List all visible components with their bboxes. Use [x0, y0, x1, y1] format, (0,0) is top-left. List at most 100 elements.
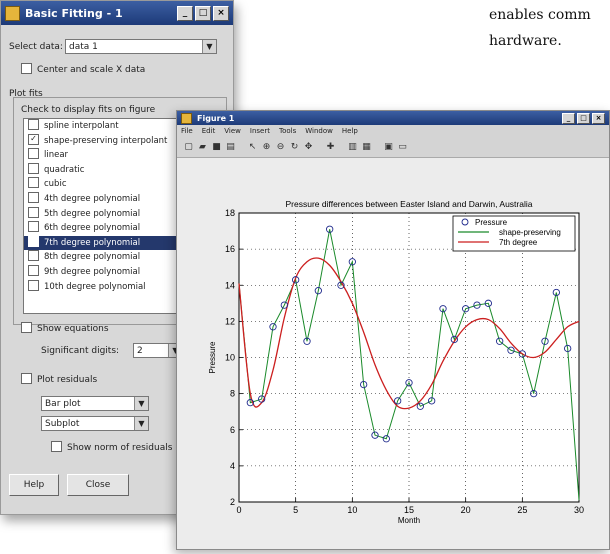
toolbar-separator — [339, 142, 344, 153]
x-tick-label: 5 — [293, 505, 298, 515]
minimize-icon[interactable]: _ — [562, 112, 575, 124]
show-equations-checkbox[interactable]: Show equations — [21, 322, 109, 334]
data-point — [371, 431, 379, 439]
checkbox-icon — [21, 322, 32, 333]
fit-option[interactable]: 5th degree polynomial — [24, 206, 214, 222]
minimize-icon[interactable]: _ — [177, 5, 193, 21]
fit-option-label: shape-preserving interpolant — [44, 135, 168, 146]
menu-help[interactable]: Help — [341, 127, 358, 135]
fit-option-label: 7th degree polynomial — [44, 237, 141, 248]
pan-icon[interactable]: ✥ — [304, 142, 313, 152]
legend-marker — [461, 218, 469, 226]
toolbar-separator — [239, 142, 244, 153]
save-icon[interactable]: ■ — [212, 142, 221, 152]
plot-residuals-checkbox[interactable]: Plot residuals — [21, 373, 97, 385]
x-tick-label: 15 — [404, 505, 414, 515]
maximize-icon[interactable]: □ — [195, 5, 211, 21]
menu-edit[interactable]: Edit — [201, 127, 216, 135]
center-scale-label: Center and scale X data — [37, 65, 146, 75]
fit-option[interactable]: cubic — [24, 177, 214, 192]
menu-view[interactable]: View — [224, 127, 241, 135]
show-norm-checkbox[interactable]: Show norm of residuals — [51, 441, 172, 453]
data-point — [360, 380, 368, 389]
checkbox-icon — [51, 441, 62, 452]
data-cursor-icon[interactable]: ✚ — [326, 142, 335, 152]
data-point — [382, 435, 390, 443]
data-point — [280, 301, 288, 309]
fit-option-label: 10th degree polynomial — [44, 281, 146, 292]
data-point — [303, 337, 311, 345]
pointer-icon[interactable]: ↖ — [248, 142, 257, 152]
data-point — [552, 288, 560, 297]
plot-tools-icon[interactable]: ▣ — [384, 142, 393, 152]
select-data-label: Select data: — [9, 42, 63, 52]
checkbox-icon: ✓ — [28, 133, 39, 145]
legend-label: 7th degree — [499, 238, 538, 247]
residual-type-value: Bar plot — [45, 399, 81, 409]
legend-icon[interactable]: ▦ — [362, 142, 371, 152]
y-tick-label: 6 — [230, 425, 235, 435]
chevron-down-icon: ▼ — [134, 417, 148, 430]
zoom-in-icon[interactable]: ⊕ — [262, 142, 271, 152]
print-icon[interactable]: ▤ — [226, 142, 235, 152]
y-tick-label: 2 — [230, 497, 235, 507]
residual-location-value: Subplot — [45, 419, 80, 429]
select-data-dropdown[interactable]: data 1 ▼ — [65, 39, 217, 54]
chevron-down-icon: ▼ — [134, 397, 148, 410]
center-scale-checkbox[interactable]: Center and scale X data — [21, 63, 146, 75]
fit-option[interactable]: quadratic — [24, 162, 214, 178]
help-button[interactable]: Help — [9, 474, 59, 496]
rotate-icon[interactable]: ↻ — [290, 142, 299, 152]
select-data-value: data 1 — [69, 42, 98, 52]
toolbar-separator — [375, 142, 380, 153]
basic-fitting-titlebar[interactable]: Basic Fitting - 1 _ □ × — [1, 1, 233, 25]
document-line: hardware. — [489, 33, 562, 49]
dock-icon[interactable]: ▭ — [398, 142, 407, 152]
sig-digits-dropdown[interactable]: 2 ▼ — [133, 343, 183, 358]
figure-titlebar[interactable]: Figure 1 _ □ × — [177, 111, 609, 125]
close-icon[interactable]: × — [213, 5, 229, 21]
open-icon[interactable]: ▰ — [199, 142, 206, 152]
sig-digits-label: Significant digits: — [41, 346, 120, 356]
checkbox-icon — [28, 221, 39, 233]
residual-type-dropdown[interactable]: Bar plot ▼ — [41, 396, 149, 411]
fit-option[interactable]: ✓ shape-preserving interpolant — [24, 133, 214, 149]
menu-insert[interactable]: Insert — [249, 127, 270, 135]
data-point — [564, 344, 572, 353]
data-point — [518, 350, 526, 358]
y-tick-label: 8 — [230, 389, 235, 399]
data-point — [416, 402, 424, 410]
menu-file[interactable]: File — [181, 127, 193, 135]
fit-option[interactable]: ✓ 7th degree polynomial — [24, 235, 214, 251]
checkbox-icon — [28, 162, 39, 174]
y-tick-label: 10 — [225, 353, 235, 363]
y-tick-label: 12 — [225, 316, 235, 326]
maximize-icon[interactable]: □ — [577, 112, 590, 124]
fit-option-label: cubic — [44, 179, 67, 190]
x-tick-label: 20 — [461, 505, 471, 515]
close-button[interactable]: Close — [67, 474, 129, 496]
menu-window[interactable]: Window — [305, 127, 333, 135]
new-icon[interactable]: ▢ — [184, 142, 193, 152]
residual-location-dropdown[interactable]: Subplot ▼ — [41, 416, 149, 431]
menu-tools[interactable]: Tools — [278, 127, 297, 135]
matlab-icon — [181, 112, 192, 124]
colorbar-icon[interactable]: ▥ — [348, 142, 357, 152]
zoom-out-icon[interactable]: ⊖ — [276, 142, 285, 152]
checkbox-icon — [28, 264, 39, 276]
fit-option[interactable]: 9th degree polynomial — [24, 264, 214, 280]
data-point — [269, 323, 277, 331]
checkbox-icon — [28, 250, 39, 262]
close-icon[interactable]: × — [592, 112, 605, 124]
fit-option[interactable]: 4th degree polynomial — [24, 191, 214, 207]
data-point — [292, 276, 300, 284]
fit-option[interactable]: 6th degree polynomial — [24, 221, 214, 236]
fit-option[interactable]: spline interpolant — [24, 119, 214, 134]
figure-toolbar: ▢ ▰ ■ ▤ ↖ ⊕ ⊖ ↻ ✥ ✚ ▥ ▦ ▣ ▭ — [177, 137, 609, 158]
fit-option[interactable]: linear — [24, 148, 214, 163]
x-tick-label: 25 — [517, 505, 527, 515]
fit-option[interactable]: 10th degree polynomial — [24, 279, 214, 295]
fit-option[interactable]: 8th degree polynomial — [24, 250, 214, 265]
data-point — [507, 346, 515, 354]
legend-box — [452, 215, 576, 252]
